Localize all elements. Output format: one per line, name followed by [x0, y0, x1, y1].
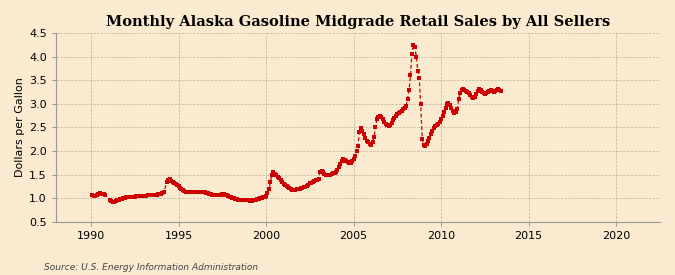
- Text: Source: U.S. Energy Information Administration: Source: U.S. Energy Information Administ…: [44, 263, 258, 271]
- Y-axis label: Dollars per Gallon: Dollars per Gallon: [15, 77, 25, 177]
- Title: Monthly Alaska Gasoline Midgrade Retail Sales by All Sellers: Monthly Alaska Gasoline Midgrade Retail …: [106, 15, 610, 29]
